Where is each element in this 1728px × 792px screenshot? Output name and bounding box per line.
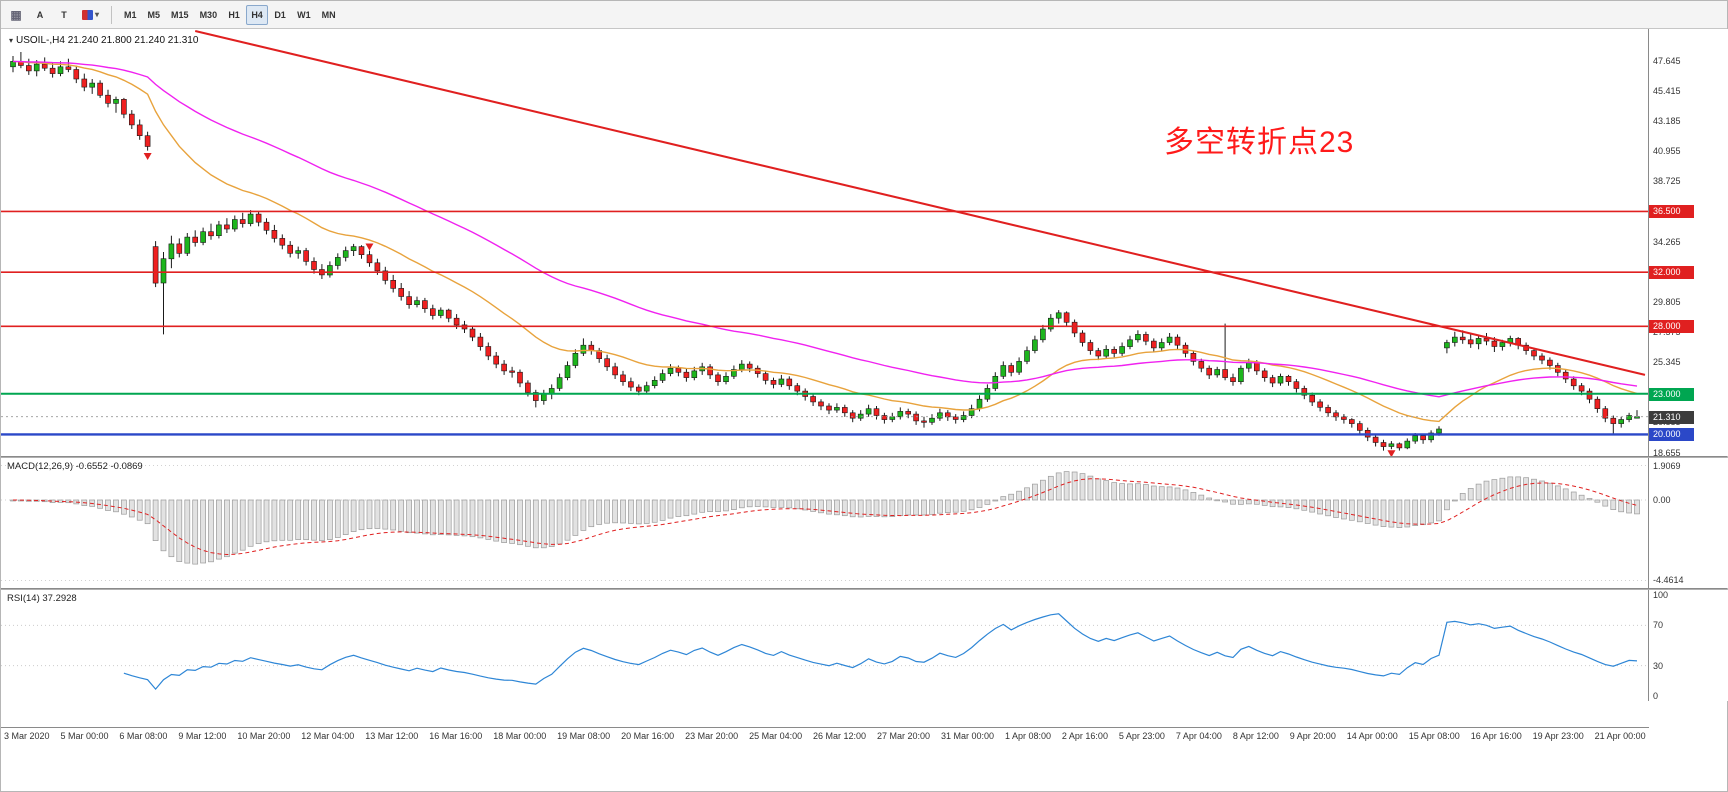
chart-annotation-text[interactable]: 多空转折点23 [1164, 126, 1355, 159]
macd-chart[interactable] [1, 458, 1649, 588]
timeframe-m15-button[interactable]: M15 [166, 5, 194, 25]
candlestick-chart[interactable] [1, 29, 1649, 456]
macd-axis-tick: 0.00 [1653, 494, 1671, 505]
time-label: 23 Mar 20:00 [685, 730, 739, 741]
timeframe-h1-button[interactable]: H1 [223, 5, 245, 25]
descending-trendline[interactable] [194, 30, 1646, 376]
time-label: 6 Mar 08:00 [119, 730, 168, 741]
cursor-tool-button[interactable]: A [29, 5, 51, 25]
time-label: 5 Apr 23:00 [1118, 730, 1165, 741]
price-level-badge: 20.000 [1649, 428, 1694, 442]
timeframe-m30-button[interactable]: M30 [195, 5, 223, 25]
price-level-badge: 23.000 [1649, 387, 1694, 401]
time-label: 15 Apr 08:00 [1408, 730, 1460, 741]
toolbar: ▦ A T ▾ M1 M5 M15 M30 H1 H4 D1 W1 MN [1, 1, 1727, 29]
panel-separator[interactable] [1, 588, 1727, 590]
time-label: 1 Apr 08:00 [1004, 730, 1051, 741]
time-label: 26 Mar 12:00 [813, 730, 867, 741]
time-label: 25 Mar 04:00 [749, 730, 803, 741]
time-label: 14 Apr 00:00 [1346, 730, 1398, 741]
price-level-badge: 36.500 [1649, 205, 1694, 219]
price-tick: 40.955 [1653, 146, 1681, 157]
time-label: 21 Apr 00:00 [1594, 730, 1646, 741]
price-tick: 34.265 [1653, 236, 1681, 247]
time-label: 3 Mar 2020 [4, 730, 50, 741]
rsi-label: RSI(14) 37.2928 [7, 593, 77, 604]
symbol-ohlc-label: ▾ USOIL-,H4 21.240 21.800 21.240 21.310 [9, 35, 198, 46]
rsi-axis-tick: 0 [1653, 691, 1659, 701]
price-tick: 43.185 [1653, 116, 1681, 127]
time-label: 18 Mar 00:00 [493, 730, 547, 741]
timeframe-group: M1 M5 M15 M30 H1 H4 D1 W1 MN [119, 4, 341, 25]
time-label: 10 Mar 20:00 [237, 730, 291, 741]
windows-grid-button[interactable]: ▦ [5, 5, 27, 25]
timeframe-m1-button[interactable]: M1 [119, 5, 142, 25]
rsi-axis-tick: 70 [1653, 620, 1664, 631]
ma-slow-line [12, 60, 1638, 398]
rsi-chart[interactable] [1, 590, 1649, 701]
macd-panel: MACD(12,26,9) -0.6552 -0.0869 1.9069 0.00… [1, 458, 1728, 588]
order-icon [82, 9, 93, 20]
time-label: 27 Mar 20:00 [877, 730, 931, 741]
rsi-axis[interactable]: 100 70 30 0 [1648, 590, 1728, 701]
price-tick: 29.805 [1653, 296, 1681, 307]
candles [10, 52, 1640, 451]
price-tick: 18.655 [1653, 447, 1681, 458]
price-axis[interactable]: 47.64545.41543.18540.95538.72536.49534.2… [1648, 29, 1728, 458]
time-label: 19 Apr 23:00 [1532, 730, 1584, 741]
ma-fast-line [12, 60, 1638, 423]
time-label: 20 Mar 16:00 [621, 730, 675, 741]
text-tool-button[interactable]: T [53, 5, 75, 25]
time-label: 16 Mar 16:00 [429, 730, 483, 741]
moving-averages [12, 60, 1638, 423]
macd-axis[interactable]: 1.9069 0.00 -4.4614 [1648, 458, 1728, 588]
sell-arrow-marker [143, 153, 152, 161]
time-label: 9 Mar 12:00 [178, 730, 227, 741]
timeframe-w1-button[interactable]: W1 [292, 5, 316, 25]
macd-axis-tick: -4.4614 [1653, 575, 1684, 586]
grid-icon: ▦ [10, 7, 22, 22]
chevron-down-icon[interactable]: ▾ [9, 36, 14, 45]
timeframe-d1-button[interactable]: D1 [269, 5, 291, 25]
current-price-badge: 21.310 [1649, 410, 1694, 424]
timeframe-mn-button[interactable]: MN [317, 5, 341, 25]
time-label: 19 Mar 08:00 [557, 730, 611, 741]
time-label: 31 Mar 00:00 [940, 730, 995, 741]
macd-signal-line [12, 478, 1638, 556]
chart-window: ▾ USOIL-,H4 21.240 21.800 21.240 21.310 … [1, 29, 1728, 791]
new-order-button[interactable]: ▾ [77, 5, 104, 25]
price-tick: 45.415 [1653, 85, 1681, 96]
timeframe-m5-button[interactable]: M5 [143, 5, 166, 25]
rsi-axis-tick: 100 [1653, 590, 1669, 600]
time-label: 13 Mar 12:00 [365, 730, 419, 741]
price-level-badge: 28.000 [1649, 320, 1694, 334]
time-label: 7 Apr 04:00 [1175, 730, 1222, 741]
price-tick: 25.345 [1653, 357, 1681, 368]
time-label: 2 Apr 16:00 [1061, 730, 1108, 741]
price-tick: 38.725 [1653, 176, 1681, 187]
time-label: 5 Mar 00:00 [60, 730, 109, 741]
main-chart-panel: ▾ USOIL-,H4 21.240 21.800 21.240 21.310 … [1, 29, 1728, 458]
rsi-panel: RSI(14) 37.2928 100 70 30 0 [1, 590, 1728, 701]
panel-separator[interactable] [1, 456, 1727, 458]
rsi-axis-tick: 30 [1653, 660, 1664, 671]
price-tick: 47.645 [1653, 55, 1681, 66]
price-level-badge: 32.000 [1649, 266, 1694, 280]
time-label: 9 Apr 20:00 [1289, 730, 1336, 741]
time-label: 16 Apr 16:00 [1470, 730, 1522, 741]
chevron-down-icon: ▾ [95, 10, 100, 19]
rsi-line [123, 613, 1638, 691]
timeframe-h4-button[interactable]: H4 [246, 4, 269, 25]
symbol-ohlc-text: USOIL-,H4 21.240 21.800 21.240 21.310 [16, 35, 199, 46]
time-label: 8 Apr 12:00 [1232, 730, 1279, 741]
toolbar-separator [111, 5, 113, 24]
sell-arrow-marker [365, 243, 374, 251]
macd-axis-tick: 1.9069 [1653, 460, 1681, 471]
macd-label: MACD(12,26,9) -0.6552 -0.0869 [7, 461, 143, 472]
time-axis[interactable]: 3 Mar 2020 5 Mar 00:00 6 Mar 08:00 9 Mar 12… [1, 727, 1649, 743]
time-label: 12 Mar 04:00 [301, 730, 355, 741]
sell-arrow-marker [1387, 450, 1396, 456]
